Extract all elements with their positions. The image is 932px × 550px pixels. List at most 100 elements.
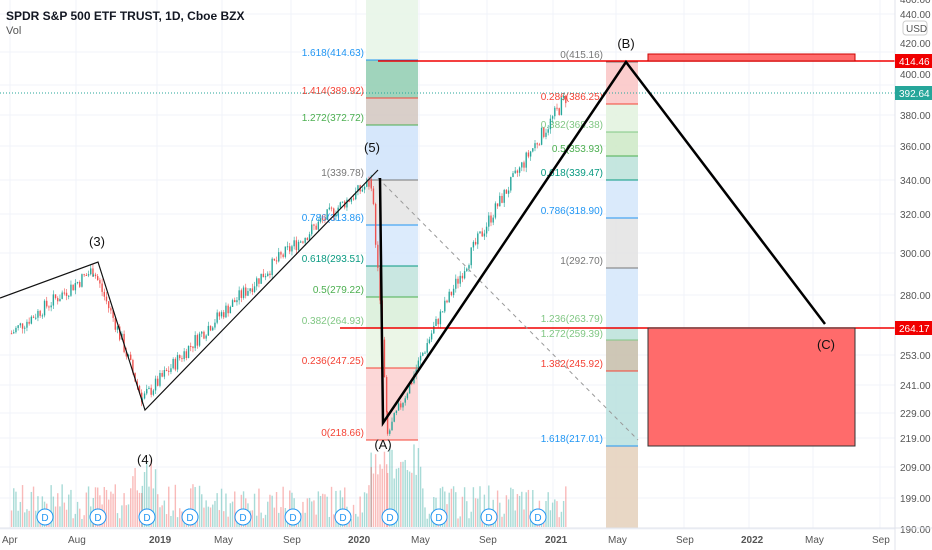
time-tick: May	[608, 535, 627, 546]
candle	[341, 201, 344, 203]
fib-level-label: 0.5(279.22)	[313, 285, 364, 296]
candle	[54, 294, 57, 299]
candle	[192, 346, 194, 349]
price-badge	[895, 86, 932, 100]
dividend-label: D	[485, 513, 492, 524]
fib-level-label: 1(339.78)	[321, 168, 364, 179]
volume-bar	[357, 516, 359, 527]
candle	[41, 315, 44, 317]
volume-bar	[439, 488, 442, 527]
price-tick: 400.00	[900, 70, 931, 81]
volume-bar	[163, 500, 166, 527]
time-tick: Aug	[68, 535, 86, 546]
volume-bar	[395, 468, 398, 527]
fib-band	[366, 98, 418, 125]
fib-band	[606, 446, 638, 528]
candle	[295, 240, 298, 251]
candle	[562, 95, 565, 98]
fib-level-label: 1(292.70)	[560, 256, 603, 267]
volume-bar	[154, 469, 157, 527]
fib-band	[606, 268, 638, 328]
candle	[212, 327, 214, 331]
volume-bar	[214, 500, 216, 527]
candle	[125, 352, 127, 357]
volume-bar	[444, 491, 446, 527]
candle	[565, 95, 567, 104]
time-tick: Sep	[479, 535, 497, 546]
volume-bar	[61, 484, 63, 527]
candle	[352, 198, 355, 200]
volume-bar	[123, 493, 125, 527]
fib-retracement-left[interactable]: 1.618(414.63) 1.414(389.92) 1.272(372.72) 1…	[302, 0, 418, 441]
candle	[97, 276, 99, 281]
candle	[302, 241, 304, 243]
candle	[286, 246, 289, 248]
candle	[527, 152, 530, 157]
price-tick: 199.00	[900, 494, 931, 505]
candle	[273, 258, 276, 261]
fib-level-label: 0.786(318.90)	[541, 206, 603, 217]
candle	[271, 258, 273, 275]
candle	[472, 241, 475, 248]
volume-bar	[256, 515, 258, 527]
candle	[348, 199, 350, 202]
volume-bar	[157, 494, 159, 527]
candle	[523, 162, 525, 168]
candle	[433, 325, 435, 334]
volume-bar	[562, 500, 565, 527]
candle	[400, 403, 402, 408]
candle	[198, 333, 201, 346]
fib-extension-right[interactable]: 0(415.16) 0.286(386.25) 0.382(368.38) 0.5(3…	[541, 50, 638, 528]
volume-bar	[507, 499, 510, 527]
candle	[385, 377, 388, 413]
symbol-title[interactable]: SPDR S&P 500 ETF TRUST, 1D, Cboe BZX	[6, 9, 245, 23]
dividend-label: D	[534, 513, 541, 524]
dividend-label: D	[41, 513, 48, 524]
candle	[141, 392, 143, 403]
fib-band	[606, 218, 638, 268]
price-tick: 190.00	[900, 525, 931, 536]
volume-bar	[554, 499, 556, 527]
candle	[103, 291, 105, 297]
volume-bar	[521, 491, 523, 527]
volume-bar	[176, 517, 179, 527]
price-tick: 280.00	[900, 291, 931, 302]
fib-band	[366, 225, 418, 266]
price-badge	[895, 54, 932, 68]
volume-bar	[417, 448, 420, 527]
candle	[402, 402, 404, 408]
volume-bar	[273, 507, 276, 527]
volume-bar	[209, 507, 212, 527]
candle	[99, 280, 101, 284]
volume-bar	[324, 494, 326, 527]
candle	[209, 325, 212, 331]
candle	[72, 284, 74, 291]
price-tick: 380.00	[900, 111, 931, 122]
volume-bar	[404, 459, 406, 527]
candle	[441, 311, 444, 313]
fib-level-label: 0.382(368.38)	[541, 120, 603, 131]
fib-band	[366, 266, 418, 297]
candle	[368, 180, 370, 187]
candle	[428, 339, 431, 344]
candle	[308, 234, 311, 241]
time-tick: 2021	[545, 535, 568, 546]
currency-box	[902, 20, 928, 36]
volume-indicator-label[interactable]: Vol	[6, 25, 22, 37]
volume-bar	[452, 486, 455, 527]
candle	[547, 129, 549, 133]
volume-bar	[198, 485, 201, 527]
candle	[514, 170, 516, 174]
volume-bar	[260, 512, 262, 527]
candle	[249, 288, 251, 292]
fib-band	[606, 132, 638, 156]
volume-bar	[194, 487, 196, 527]
candle	[46, 300, 48, 307]
fib-band	[366, 297, 418, 328]
volume-bar	[165, 514, 168, 527]
volume-bar	[278, 512, 280, 527]
volume-bar	[400, 461, 402, 527]
candle	[247, 291, 249, 296]
dividend-marker-icon	[89, 508, 107, 526]
